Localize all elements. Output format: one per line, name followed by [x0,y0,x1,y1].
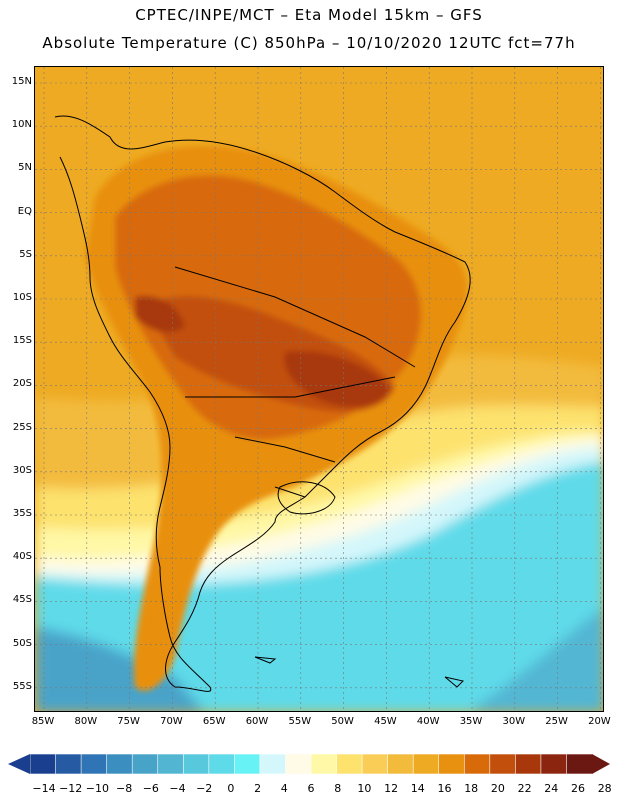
legend-label: 24 [544,782,559,795]
legend-label: 6 [307,782,315,795]
legend-swatch [515,753,542,775]
legend-min-arrow [8,754,30,774]
legend-label: 4 [280,782,288,795]
legend-swatch [285,753,312,775]
longitude-label: 60W [245,716,269,727]
legend-label: 28 [597,782,612,795]
legend-swatch [489,753,517,775]
uruguay-outline [277,481,336,515]
longitude-label: 50W [331,716,354,727]
longitude-label: 80W [74,716,98,727]
legend-swatch [540,753,568,775]
legend-swatch [80,753,108,775]
legend-label: −14 [32,782,56,795]
legend-swatch [55,753,82,775]
chart-title: CPTEC/INPE/MCT – Eta Model 15km – GFS [135,6,483,24]
longitude-label: 30W [502,716,526,727]
chart-subtitle: Absolute Temperature (C) 850hPa – 10/10/… [42,34,576,52]
legend-label: −12 [59,782,83,795]
latitude-label: 10S [12,292,32,303]
legend-swatch [463,753,491,775]
latitude-label: 5S [19,248,32,260]
cold-ocean-field [35,462,603,711]
latitude-label: EQ [17,205,32,217]
legend-swatch [131,753,159,775]
longitude-label: 85W [31,716,55,727]
country-borders [174,266,416,498]
legend-swatch [438,753,466,775]
longitude-label: 70W [160,716,183,727]
legend-swatch [106,753,133,775]
latitude-label: 55S [12,680,32,692]
legend-label: 26 [571,782,585,795]
legend-label: 18 [464,782,479,795]
legend-max-arrow [592,754,610,774]
legend-label: −8 [115,782,133,795]
legend-label: 16 [437,782,452,795]
map-canvas [35,67,603,711]
longitude-label: 20W [588,716,611,727]
latitude-label: 15N [11,76,32,87]
legend-label: −2 [196,782,213,795]
islands [254,656,464,688]
legend-label: 12 [384,782,399,795]
coastline-path [54,115,471,692]
longitude-label: 55W [288,716,312,727]
legend-swatch [310,753,338,775]
latitude-label: 20S [12,378,32,390]
latitude-label: 30S [12,464,32,476]
color-legend [8,753,610,775]
latitude-label: 15S [12,335,32,347]
longitude-label: 65W [202,716,226,727]
longitude-label: 35W [459,716,483,727]
legend-swatch [336,753,363,775]
legend-swatch [182,753,210,775]
latitude-label: 50S [12,637,32,649]
legend-swatch [234,753,261,775]
legend-label: 8 [334,782,342,795]
legend-swatch [259,753,287,775]
legend-label: −4 [169,782,186,795]
longitude-label: 25W [545,716,568,727]
legend-swatch [208,753,236,775]
map-gridlines [35,67,603,711]
cold-pool-southwest [35,627,204,711]
coastline [54,115,471,692]
latitude-label: 45S [12,594,32,606]
legend-swatch [566,753,593,775]
temperature-map [34,66,604,712]
legend-label: 0 [227,782,235,795]
hot-core-brazil [284,351,390,407]
legend-label: 10 [357,782,372,795]
latitude-label: 35S [12,508,32,519]
longitude-label: 40W [416,716,440,727]
latitude-label: 40S [12,551,32,563]
legend-swatch [361,753,389,775]
legend-swatch [29,753,57,775]
legend-label: 22 [517,782,532,795]
legend-label: −6 [142,782,159,795]
longitude-label: 75W [117,716,140,727]
legend-swatch [412,753,440,775]
latitude-label: 10N [11,119,32,131]
longitude-label: 45W [374,716,397,727]
latitude-label: 25S [12,421,32,433]
latitude-label: 5N [18,162,32,174]
legend-label: 20 [490,782,505,795]
legend-swatch [387,753,414,775]
legend-label: −10 [85,782,109,795]
legend-label: 14 [410,782,425,795]
legend-swatch [157,753,185,775]
cold-pool-southeast [475,608,603,711]
legend-label: 2 [254,782,262,795]
